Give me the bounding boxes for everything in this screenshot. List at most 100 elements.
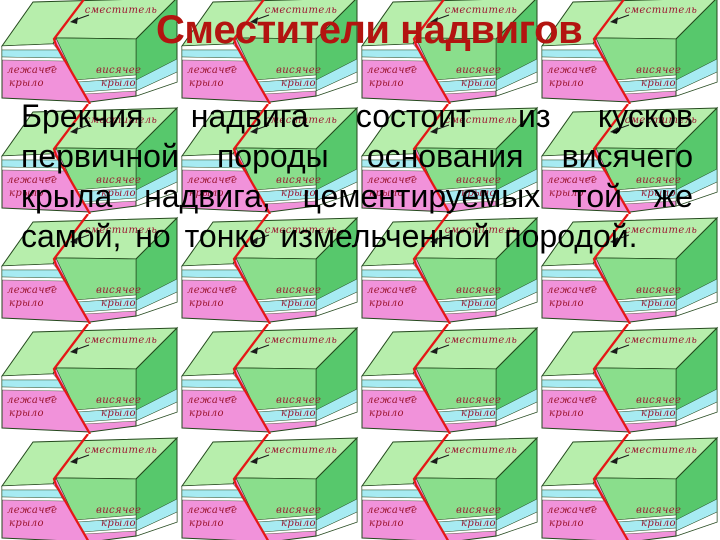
hanging-wall-label-line2: крыло xyxy=(281,408,316,419)
hanging-wall-label-line2: крыло xyxy=(641,298,676,309)
fault-plane-label: сместитель xyxy=(85,115,158,126)
footwall-label-line2: крыло xyxy=(369,188,404,199)
fault-plane-label: сместитель xyxy=(265,115,338,126)
fault-line xyxy=(232,0,271,104)
fault-arrowhead-icon xyxy=(430,17,438,24)
thrust-fault-block-diagram: сместитель лежачее крыло висячее крыло xyxy=(541,104,719,214)
fault-plane-label: сместитель xyxy=(85,335,158,346)
hanging-wall-label-line2: крыло xyxy=(461,298,496,309)
fault-plane-label: сместитель xyxy=(265,225,338,236)
slide-title: Сместители надвигов xyxy=(156,8,583,52)
fault-plane-label: сместитель xyxy=(85,225,158,236)
footwall-label-line2: крыло xyxy=(189,188,224,199)
fault-line xyxy=(412,434,450,540)
hanging-wall-label-line2: крыло xyxy=(281,188,316,199)
fault-line xyxy=(412,214,451,324)
hanging-wall-label-line2: крыло xyxy=(101,408,136,419)
footwall-label-line1: лежачее xyxy=(547,395,597,406)
fault-line xyxy=(592,214,631,324)
footwall-label-line2: крыло xyxy=(9,298,44,309)
footwall-label-tick xyxy=(44,505,56,510)
fault-plane-label: сместитель xyxy=(445,225,518,236)
thrust-fault-block-diagram: сместитель лежачее крыло висячее крыло xyxy=(181,324,359,434)
footwall-label-line2: крыло xyxy=(369,298,404,309)
body-line-2: первичной породы основания висячего xyxy=(21,138,693,174)
footwall-cyan-layer xyxy=(541,379,603,389)
footwall-label-line2: крыло xyxy=(189,408,224,419)
footwall-label-line2: крыло xyxy=(369,78,404,89)
fault-line xyxy=(592,104,631,214)
fault-arrowhead-icon xyxy=(70,347,78,354)
footwall-label-tick xyxy=(44,285,56,290)
fault-line xyxy=(52,214,91,324)
hanging-wall-label-line1: висячее xyxy=(456,505,501,516)
footwall-label-line1: лежачее xyxy=(547,285,597,296)
thrust-fault-block-diagram: сместитель лежачее крыло висячее крыло xyxy=(1,214,179,324)
hanging-wall-label-line1: висячее xyxy=(276,65,321,76)
footwall-label-line1: лежачее xyxy=(7,175,57,186)
fault-line xyxy=(52,104,91,214)
hanging-wall-label-line2: крыло xyxy=(281,518,316,529)
fault-plane-label: сместитель xyxy=(85,5,158,16)
hanging-wall-label-line1: висячее xyxy=(456,65,501,76)
fault-arrowhead-icon xyxy=(610,127,618,134)
footwall-cyan-layer xyxy=(1,49,63,59)
footwall-label-line1: лежачее xyxy=(7,65,57,76)
footwall-label-tick xyxy=(224,395,236,400)
footwall-label-line1: лежачее xyxy=(187,65,237,76)
hanging-wall-label-line1: висячее xyxy=(96,395,141,406)
footwall-label-line1: лежачее xyxy=(367,65,417,76)
hanging-wall-label-line1: висячее xyxy=(96,175,141,186)
body-line-1: Брекчия надвига состоит из кусков xyxy=(21,98,693,134)
thrust-fault-block-diagram: сместитель лежачее крыло висячее крыло xyxy=(1,324,179,434)
fault-plane-label: сместитель xyxy=(625,335,698,346)
footwall-label-tick xyxy=(584,395,596,400)
footwall-label-tick xyxy=(584,285,596,290)
footwall-label-line1: лежачее xyxy=(367,505,417,516)
thrust-fault-block-diagram: сместитель лежачее крыло висячее крыло xyxy=(361,104,539,214)
footwall-label-line2: крыло xyxy=(189,298,224,309)
fault-line xyxy=(592,0,631,104)
hanging-wall-label-line2: крыло xyxy=(461,408,496,419)
footwall-label-tick xyxy=(44,395,56,400)
footwall-label-tick xyxy=(44,65,56,70)
footwall-cyan-layer xyxy=(1,379,63,389)
fault-line xyxy=(52,0,91,104)
footwall-label-line1: лежачее xyxy=(187,175,237,186)
hanging-wall-label-line1: висячее xyxy=(96,285,141,296)
fault-arrowhead-icon xyxy=(70,457,78,464)
footwall-label-line2: крыло xyxy=(369,518,404,529)
thrust-fault-block-diagram: сместитель лежачее крыло висячее крыло xyxy=(181,104,359,214)
fault-plane-label: сместитель xyxy=(85,445,158,456)
hanging-wall-label-line2: крыло xyxy=(281,298,316,309)
fault-line xyxy=(412,104,451,214)
fault-line xyxy=(52,434,90,540)
footwall-label-line2: крыло xyxy=(189,518,224,529)
footwall-cyan-layer xyxy=(181,269,243,279)
fault-arrowhead-icon xyxy=(250,17,258,24)
fault-plane-label: сместитель xyxy=(625,445,698,456)
footwall-label-line1: лежачее xyxy=(7,505,57,516)
footwall-cyan-layer xyxy=(541,489,603,499)
footwall-label-line1: лежачее xyxy=(187,285,237,296)
fault-arrowhead-icon xyxy=(70,127,78,134)
fault-plane-label: сместитель xyxy=(625,115,698,126)
hanging-wall-label-line1: висячее xyxy=(636,395,681,406)
footwall-label-line1: лежачее xyxy=(547,175,597,186)
footwall-cyan-layer xyxy=(541,269,603,279)
fault-line xyxy=(232,434,270,540)
hanging-wall-label-line1: висячее xyxy=(96,65,141,76)
fault-arrowhead-icon xyxy=(430,127,438,134)
thrust-fault-block-diagram: сместитель лежачее крыло висячее крыло xyxy=(541,324,719,434)
footwall-label-tick xyxy=(584,505,596,510)
fault-plane-label: сместитель xyxy=(265,445,338,456)
hanging-wall-label-line2: крыло xyxy=(641,408,676,419)
fault-plane-label: сместитель xyxy=(445,5,518,16)
fault-arrowhead-icon xyxy=(250,347,258,354)
fault-arrowhead-icon xyxy=(610,237,618,244)
fault-line xyxy=(52,324,91,434)
footwall-label-tick xyxy=(224,505,236,510)
hanging-wall-label-line2: крыло xyxy=(641,518,676,529)
